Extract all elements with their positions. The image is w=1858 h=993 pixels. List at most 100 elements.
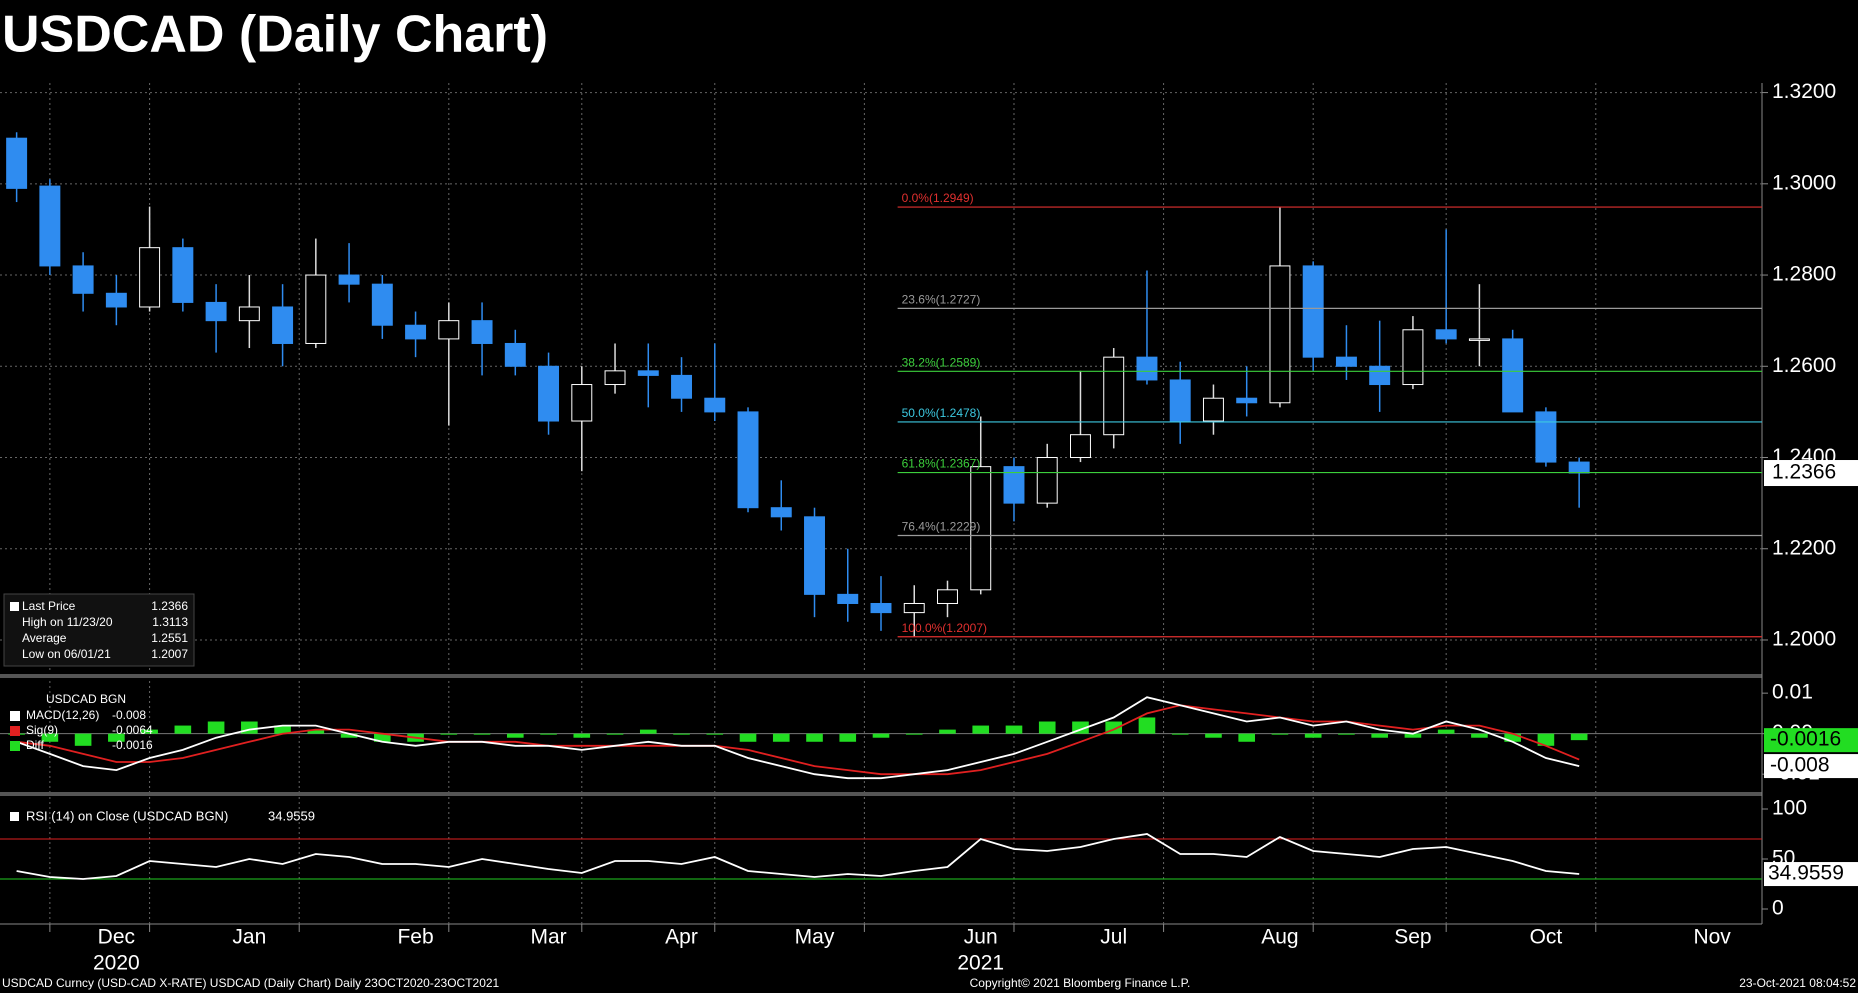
x-tick-label: Mar — [530, 926, 566, 949]
diff-bar — [673, 733, 690, 735]
diff-bar — [1304, 733, 1322, 738]
y-tick-label: 1.3200 — [1772, 80, 1836, 103]
value-tag — [1764, 754, 1858, 779]
legend-swatch — [10, 812, 19, 821]
candle-body — [1468, 338, 1490, 341]
rsi-line — [16, 833, 1580, 880]
panel-divider — [0, 792, 1762, 796]
x-tick-label: Feb — [397, 926, 433, 949]
diff-bar — [506, 733, 524, 738]
diff-bar — [1038, 721, 1056, 734]
footer-center: Copyright© 2021 Bloomberg Finance L.P. — [970, 976, 1191, 990]
value-tag-label: -0.008 — [1770, 754, 1830, 777]
legend-swatch — [10, 726, 20, 736]
diff-bar — [939, 729, 956, 734]
value-tag — [1764, 728, 1858, 753]
candle-body — [39, 185, 61, 267]
diff-bar — [1404, 733, 1422, 738]
x-tick-label: Jun — [964, 926, 998, 949]
legend-value: -0.0064 — [112, 723, 153, 737]
diff-bar — [41, 733, 59, 742]
candle-body — [1302, 265, 1324, 358]
diff-bar — [174, 725, 192, 734]
candle-body — [737, 411, 759, 509]
diff-bar — [606, 733, 624, 735]
diff-bar — [1537, 733, 1555, 746]
candle-body — [1103, 356, 1125, 436]
x-tick-label: Jul — [1100, 926, 1127, 949]
candle-body — [604, 370, 626, 386]
macd-line — [16, 704, 1580, 776]
legend-value: 1.2007 — [151, 647, 188, 661]
legend-value: 34.9559 — [268, 808, 315, 823]
candle-body — [172, 247, 194, 303]
fib-label: 100.0%(1.2007) — [902, 621, 987, 635]
candle-body — [238, 306, 260, 322]
candle-body — [903, 602, 925, 614]
diff-bar — [1271, 733, 1289, 735]
candle-body — [272, 306, 294, 344]
legend-value: -0.008 — [112, 708, 146, 722]
diff-bar — [473, 733, 491, 735]
legend-swatch — [10, 602, 19, 611]
candle-body — [1435, 329, 1457, 340]
chart-title: USDCAD (Daily Chart) — [2, 6, 548, 64]
legend-label: Sig(9) — [26, 723, 58, 737]
candle-body — [837, 593, 859, 604]
panel-title: USDCAD BGN — [46, 692, 126, 706]
price-tag-label: 1.2366 — [1772, 461, 1836, 484]
diff-bar — [74, 733, 92, 746]
x-tick-label: Sep — [1394, 926, 1431, 949]
candle-body — [438, 320, 460, 340]
x-tick-label: May — [795, 926, 835, 949]
legend-label: Last Price — [22, 599, 76, 613]
value-tag-label: -0.0016 — [1770, 728, 1841, 751]
candle-body — [139, 247, 161, 308]
diff-bar — [1205, 733, 1222, 738]
y-tick-label: 1.2600 — [1772, 354, 1836, 377]
diff-bar — [1171, 733, 1189, 735]
candle-body — [538, 365, 560, 422]
legend-label: High on 11/23/20 — [22, 615, 113, 629]
y-tick-label: 1.2200 — [1772, 536, 1836, 559]
x-tick-label: Oct — [1530, 926, 1563, 949]
year-label: 2021 — [957, 952, 1004, 975]
legend-value: 1.2551 — [151, 631, 188, 645]
legend-value: 1.3113 — [152, 615, 188, 629]
candle-body — [804, 516, 825, 595]
candle-body — [471, 320, 493, 344]
price-tag — [1764, 460, 1858, 487]
candle-body — [405, 324, 427, 340]
legend-label: MACD(12,26) — [26, 708, 99, 722]
value-tag — [1764, 862, 1858, 887]
candle-body — [1568, 461, 1590, 474]
candle-body — [571, 384, 593, 422]
candle-body — [504, 342, 526, 367]
panel-title: RSI (14) on Close (USDCAD BGN) — [26, 808, 228, 823]
candle-body — [770, 507, 792, 518]
diff-bar — [772, 733, 790, 742]
panel-divider — [0, 674, 1762, 678]
legend-swatch — [10, 711, 20, 721]
diff-bar — [1471, 733, 1488, 738]
candle-body — [1369, 365, 1391, 386]
y-tick-label: 1.2000 — [1772, 628, 1836, 651]
diff-bar — [806, 733, 823, 742]
diff-bar — [207, 721, 225, 734]
legend-box — [3, 593, 195, 667]
candle-body — [1269, 265, 1291, 404]
candle-body — [937, 589, 958, 604]
candle-body — [1003, 466, 1025, 504]
diff-bar — [374, 733, 391, 742]
candle-body — [205, 301, 227, 322]
diff-bar — [573, 733, 591, 738]
value-tag-label: 34.9559 — [1768, 862, 1844, 885]
fib-label: 76.4%(1.2229) — [902, 520, 981, 534]
macd-line — [16, 696, 1580, 780]
candle-body — [970, 466, 992, 591]
candle-body — [1402, 329, 1424, 386]
diff-bar — [1371, 733, 1388, 738]
fib-label: 38.2%(1.2589) — [902, 355, 981, 369]
